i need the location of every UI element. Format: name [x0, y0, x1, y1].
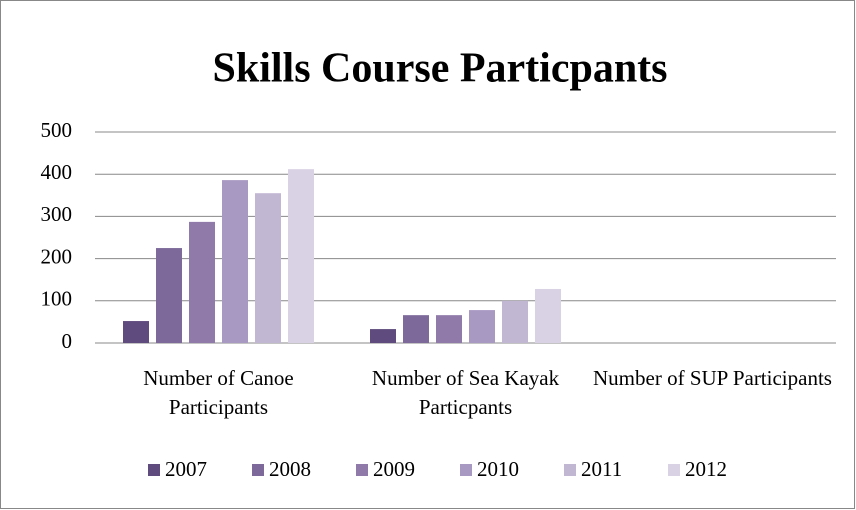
y-tick-label: 0	[62, 329, 73, 353]
legend-swatch	[356, 464, 368, 476]
legend-swatch	[252, 464, 264, 476]
bar	[156, 248, 182, 343]
legend-label: 2011	[581, 457, 622, 481]
bar	[255, 193, 281, 343]
legend-label: 2012	[685, 457, 727, 481]
bar	[535, 288, 561, 343]
bar	[403, 315, 429, 343]
legend-label: 2007	[165, 457, 207, 481]
bar	[436, 315, 462, 343]
bar	[502, 300, 528, 343]
bar	[370, 329, 396, 343]
legend-label: 2008	[269, 457, 311, 481]
y-tick-label: 200	[41, 244, 73, 268]
legend-label: 2009	[373, 457, 415, 481]
y-tick-label: 300	[41, 202, 73, 226]
legend-swatch	[668, 464, 680, 476]
legend-swatch	[148, 464, 160, 476]
legend-label: 2010	[477, 457, 519, 481]
bar	[123, 321, 149, 343]
chart-title: Skills Course Particpants	[212, 46, 667, 92]
legend-swatch	[460, 464, 472, 476]
x-tick-label: Number of SUP Participants	[593, 366, 832, 390]
y-tick-label: 500	[41, 118, 73, 142]
bar	[222, 180, 248, 343]
bar	[469, 310, 495, 343]
x-tick-label: Number of Canoe Participants	[143, 366, 294, 419]
y-tick-label: 100	[41, 287, 73, 311]
x-tick-label: Number of Sea Kayak Particpants	[371, 366, 560, 419]
legend-swatch	[564, 464, 576, 476]
bar	[288, 169, 314, 343]
y-tick-label: 400	[41, 160, 73, 184]
bar	[189, 221, 215, 343]
